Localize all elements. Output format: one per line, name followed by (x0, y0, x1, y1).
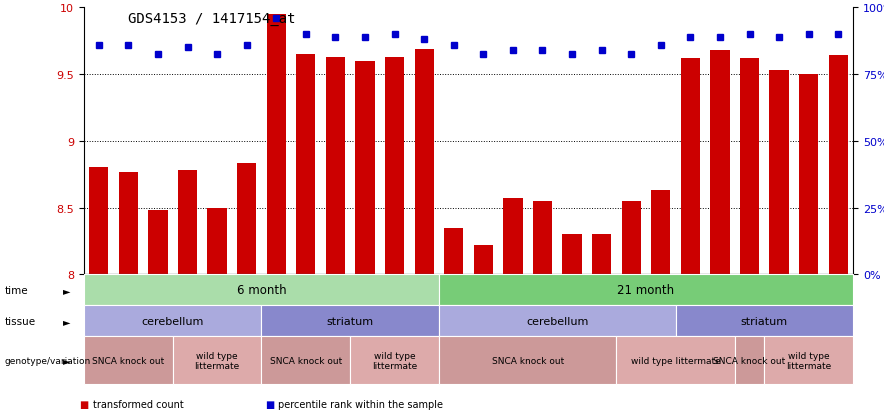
Bar (740, 59, 759, 275)
Text: 6 month: 6 month (237, 284, 286, 297)
Text: wild type
littermate: wild type littermate (786, 351, 831, 370)
Text: ►: ► (63, 316, 70, 326)
Bar (681, 59, 700, 275)
Bar (799, 75, 819, 275)
Text: transformed count: transformed count (93, 399, 184, 409)
Bar (385, 57, 404, 275)
Bar (149, 211, 168, 275)
Text: cerebellum: cerebellum (141, 316, 204, 326)
Bar (503, 199, 522, 275)
Bar (267, 15, 286, 275)
Bar (652, 191, 670, 275)
Bar (828, 56, 848, 275)
Text: wild type
littermate: wild type littermate (372, 351, 417, 370)
Text: percentile rank within the sample: percentile rank within the sample (278, 399, 444, 409)
Bar (474, 245, 493, 275)
Bar (533, 202, 552, 275)
Text: cerebellum: cerebellum (526, 316, 589, 326)
Bar (118, 172, 138, 275)
Bar (208, 208, 226, 275)
Bar (621, 202, 641, 275)
Text: wild type littermate: wild type littermate (630, 356, 720, 365)
Text: SNCA knock out: SNCA knock out (270, 356, 342, 365)
Text: striatum: striatum (741, 316, 788, 326)
Bar (769, 71, 789, 275)
Bar (415, 50, 434, 275)
Bar (89, 168, 109, 275)
Bar (562, 235, 582, 275)
Bar (444, 228, 463, 275)
Bar (237, 164, 256, 275)
Text: time: time (4, 285, 28, 295)
Bar (711, 51, 729, 275)
Text: SNCA knock out: SNCA knock out (492, 356, 564, 365)
Text: 21 month: 21 month (617, 284, 674, 297)
Text: ■: ■ (80, 399, 88, 409)
Text: striatum: striatum (326, 316, 374, 326)
Text: ►: ► (63, 355, 70, 366)
Text: ■: ■ (265, 399, 274, 409)
Text: tissue: tissue (4, 316, 35, 326)
Bar (326, 57, 345, 275)
Text: wild type
littermate: wild type littermate (194, 351, 240, 370)
Bar (296, 55, 316, 275)
Text: GDS4153 / 1417154_at: GDS4153 / 1417154_at (128, 12, 295, 26)
Bar (592, 235, 611, 275)
Text: ►: ► (63, 285, 70, 295)
Bar (355, 62, 375, 275)
Text: genotype/variation: genotype/variation (4, 356, 91, 365)
Text: SNCA knock out: SNCA knock out (713, 356, 786, 365)
Text: SNCA knock out: SNCA knock out (92, 356, 164, 365)
Bar (178, 171, 197, 275)
